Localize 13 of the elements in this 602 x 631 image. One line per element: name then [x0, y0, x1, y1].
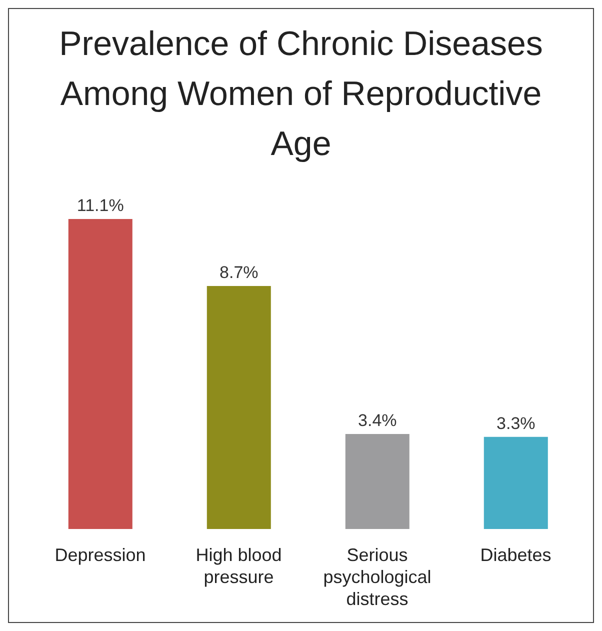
chart-title: Prevalence of Chronic Diseases Among Women of Reproductive Age	[58, 24, 544, 165]
data-label: 3.4%	[358, 411, 397, 430]
x-tick-label: Serious psychological distress	[323, 545, 432, 609]
bar	[484, 436, 548, 529]
bar	[345, 434, 410, 529]
x-tick-label: High blood pressure	[196, 545, 282, 587]
data-label: 3.3%	[496, 414, 536, 433]
bar	[68, 219, 132, 529]
data-label: 11.1%	[76, 196, 124, 215]
x-tick-label: Depression	[54, 545, 146, 565]
data-label: 8.7%	[220, 263, 258, 282]
bar	[206, 286, 271, 529]
x-tick-label: Diabetes	[480, 545, 552, 565]
